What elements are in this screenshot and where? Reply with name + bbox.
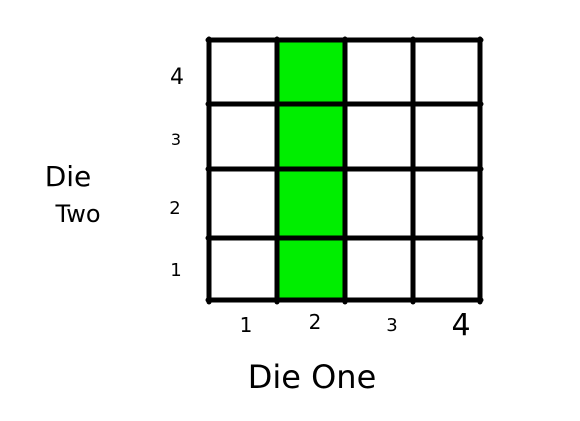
y-axis-label-line2: Two [55, 200, 101, 228]
y-tick-2: 2 [169, 198, 180, 219]
cell-4-3 [413, 104, 480, 169]
cell-1-2 [209, 169, 277, 238]
cell-2-2-highlighted [277, 169, 345, 238]
cell-4-1 [413, 238, 480, 300]
x-axis-ticks: 1 2 3 4 [240, 308, 471, 343]
outcome-grid [205, 36, 484, 305]
y-tick-3: 3 [171, 130, 181, 149]
x-tick-3: 3 [386, 315, 397, 336]
x-axis-label: Die One [248, 358, 377, 396]
cell-1-3 [209, 104, 277, 169]
x-tick-1: 1 [240, 313, 253, 337]
cell-4-2 [413, 169, 480, 238]
cell-2-1-highlighted [277, 238, 345, 300]
y-axis-label-line1: Die [45, 160, 92, 193]
cell-3-2 [345, 169, 413, 238]
y-tick-4: 4 [170, 65, 184, 90]
cell-1-1 [209, 238, 277, 300]
cell-1-4 [209, 40, 277, 104]
cell-3-1 [345, 238, 413, 300]
cell-2-4-highlighted [277, 40, 345, 104]
x-tick-4: 4 [451, 308, 470, 343]
cell-2-3-highlighted [277, 104, 345, 169]
cell-4-4 [413, 40, 480, 104]
y-axis-ticks: 4 3 2 1 [169, 65, 184, 281]
cell-3-3 [345, 104, 413, 169]
x-tick-2: 2 [309, 310, 322, 334]
cell-3-4 [345, 40, 413, 104]
y-tick-1: 1 [170, 260, 181, 281]
